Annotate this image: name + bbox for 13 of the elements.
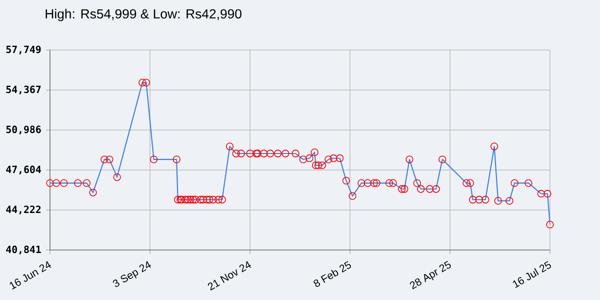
x-tick-label: 16 Jun 24: [10, 261, 51, 290]
y-tick-label: 44,222: [6, 206, 41, 214]
y-tick-label: 50,986: [6, 126, 41, 134]
chart-title: High: Rs54,999 & Low: Rs42,990: [46, 8, 242, 22]
y-tick-label: 40,841: [6, 246, 41, 254]
y-tick-label: 57,749: [6, 46, 41, 54]
x-tick-label: 28 Apr 25: [410, 260, 451, 290]
y-tick-label: 47,604: [6, 166, 41, 174]
x-tick-label: 21 Nov 24: [208, 261, 251, 290]
y-tick-label: 54,367: [6, 86, 41, 94]
x-tick-label: 3 Sep 24: [112, 261, 151, 287]
x-tick-label: 16 Jul 25: [512, 261, 551, 288]
x-tick-label: 8 Feb 25: [314, 261, 351, 287]
